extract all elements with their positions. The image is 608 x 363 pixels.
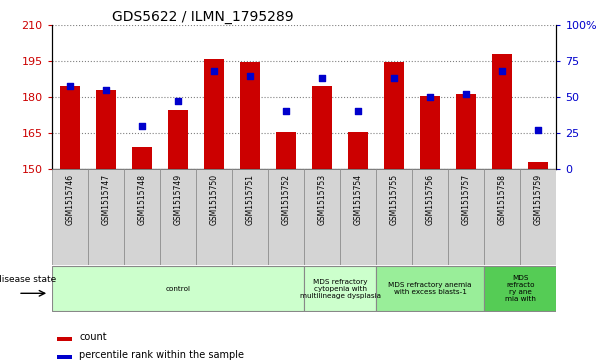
FancyBboxPatch shape [304,266,376,311]
FancyBboxPatch shape [484,266,556,311]
Bar [528,162,548,169]
Bar [57,355,72,359]
FancyBboxPatch shape [124,169,160,265]
Bar [168,110,188,169]
Bar [456,94,476,169]
Text: GSM1515750: GSM1515750 [209,174,218,225]
Bar [240,62,260,169]
Text: GSM1515746: GSM1515746 [65,174,74,225]
Text: count: count [80,332,107,342]
FancyBboxPatch shape [52,169,88,265]
Text: GSM1515757: GSM1515757 [461,174,471,225]
Point [281,109,291,114]
FancyBboxPatch shape [160,169,196,265]
FancyBboxPatch shape [88,169,124,265]
FancyBboxPatch shape [196,169,232,265]
Text: MDS refractory anemia
with excess blasts-1: MDS refractory anemia with excess blasts… [389,282,472,295]
Bar [276,132,296,169]
Text: percentile rank within the sample: percentile rank within the sample [80,350,244,360]
FancyBboxPatch shape [340,169,376,265]
Point [497,68,507,74]
FancyBboxPatch shape [304,169,340,265]
Bar [312,86,332,169]
Point [353,109,363,114]
Point [137,123,147,129]
Text: GSM1515753: GSM1515753 [317,174,326,225]
Text: GSM1515751: GSM1515751 [246,174,254,225]
Point [245,73,255,78]
Text: GSM1515758: GSM1515758 [498,174,506,225]
FancyBboxPatch shape [376,266,484,311]
Point [389,76,399,81]
FancyBboxPatch shape [448,169,484,265]
Point [461,91,471,97]
Text: GSM1515756: GSM1515756 [426,174,435,225]
Text: control: control [165,286,190,291]
Text: GSM1515752: GSM1515752 [282,174,291,225]
FancyBboxPatch shape [376,169,412,265]
Bar [57,338,72,341]
FancyBboxPatch shape [520,169,556,265]
Bar [492,54,512,169]
FancyBboxPatch shape [52,266,304,311]
Bar [384,62,404,169]
Text: GDS5622 / ILMN_1795289: GDS5622 / ILMN_1795289 [112,11,294,24]
FancyBboxPatch shape [268,169,304,265]
Point [426,94,435,100]
Point [317,76,327,81]
Text: disease state: disease state [0,275,56,284]
Point [173,98,183,104]
Text: GSM1515748: GSM1515748 [137,174,147,225]
Point [65,83,75,89]
Bar [96,90,116,169]
Text: GSM1515759: GSM1515759 [534,174,543,225]
Point [209,68,219,74]
Bar [132,147,152,169]
Text: GSM1515754: GSM1515754 [354,174,362,225]
FancyBboxPatch shape [232,169,268,265]
Bar [60,86,80,169]
Text: GSM1515747: GSM1515747 [102,174,110,225]
Point [533,127,543,133]
Text: MDS
refracto
ry ane
mia with: MDS refracto ry ane mia with [505,275,536,302]
Bar [420,96,440,169]
Bar [348,132,368,169]
FancyBboxPatch shape [484,169,520,265]
Text: MDS refractory
cytopenia with
multilineage dysplasia: MDS refractory cytopenia with multilinea… [300,278,381,299]
FancyBboxPatch shape [412,169,448,265]
Text: GSM1515749: GSM1515749 [173,174,182,225]
Bar [204,59,224,169]
Point [101,87,111,93]
Text: GSM1515755: GSM1515755 [390,174,399,225]
